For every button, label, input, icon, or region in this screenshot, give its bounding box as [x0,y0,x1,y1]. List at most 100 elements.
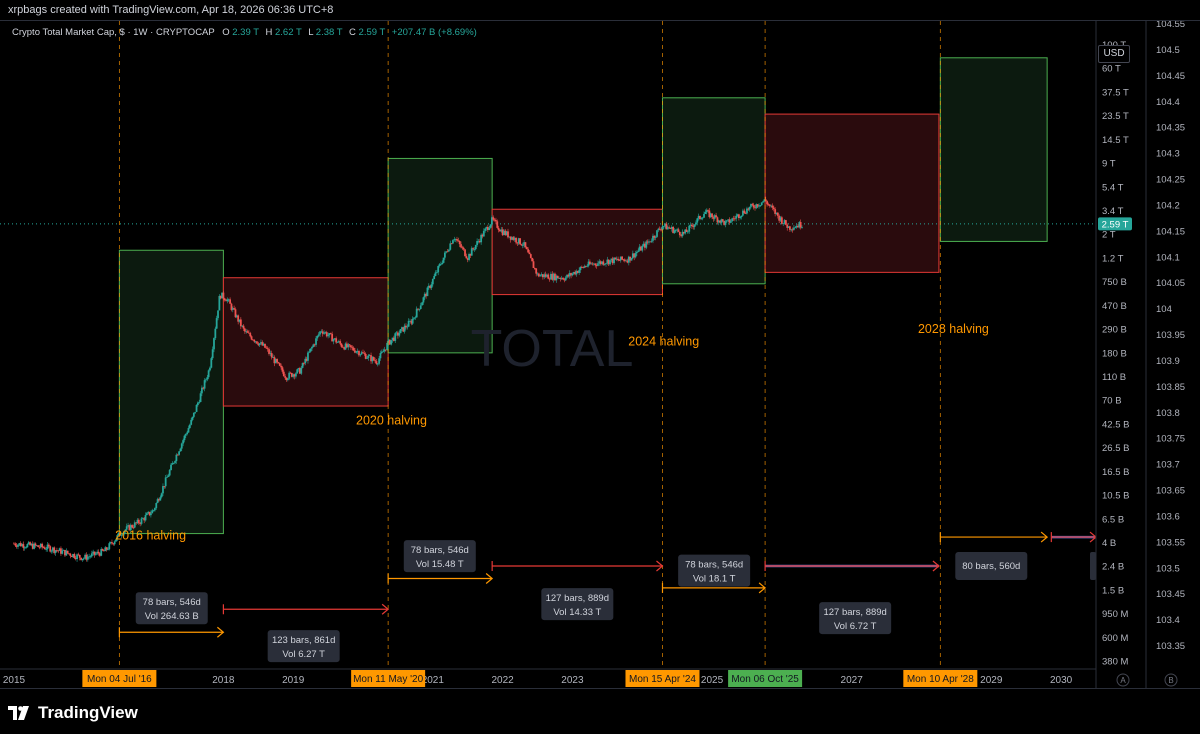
candle-body-423 [580,266,583,268]
candle-body-575 [784,220,787,225]
candle-body-117 [170,464,172,471]
candle-body-293 [406,326,409,328]
date-flag-1[interactable] [351,670,426,687]
candle-body-464 [635,251,638,254]
candle-body-228 [319,331,321,335]
candle-body-185 [261,342,264,346]
candle-body-194 [273,357,276,364]
candle-body-354 [488,227,491,230]
footer: TradingView [0,688,1200,734]
candle-body-506 [692,226,695,228]
date-flag-2[interactable] [625,670,700,687]
candle-body-462 [633,253,636,258]
candle-body-241 [336,342,339,343]
candle-body-529 [723,220,726,225]
green-cycle-box-0[interactable] [118,249,224,535]
candle-body-420 [576,271,579,273]
candle-body-285 [395,332,398,334]
candle-body-294 [407,320,410,327]
candle-body-37 [62,549,65,551]
candle-body-408 [560,277,563,279]
range-arrow-head-4 [758,582,767,594]
candle-body-514 [703,214,705,218]
tradingview-logo[interactable]: TradingView [8,703,138,723]
candle-body-278 [386,342,389,350]
time-axis[interactable]: 2015 2018 2019 2021 2022 2023 2025 2027 2029 2030 [3,675,1073,686]
candle-body-60 [93,551,96,555]
candle-body-287 [398,333,401,336]
auto-scale-button[interactable] [1116,673,1130,687]
left-tick-11: 470 B [1102,301,1127,312]
candle-body-566 [772,207,775,210]
range-label-box-2 [403,540,476,573]
candle-body-16 [34,543,37,546]
candle-body-510 [697,215,700,219]
candle-body-572 [780,217,783,224]
candle-body-81 [121,534,124,536]
candle-body-248 [345,343,348,348]
candle-body-264 [367,355,370,358]
candle-body-256 [356,351,359,352]
candle-body-403 [554,273,556,281]
candle-body-190 [268,349,270,354]
candle-body-209 [293,374,296,377]
time-tick-5: 2023 [561,675,584,686]
candle-body-180 [254,341,257,343]
candle-body-404 [555,275,558,281]
left-price-axis[interactable]: 100 T60 T37.5 T23.5 T14.5 T9 T5.4 T3.4 T… [1102,40,1129,668]
date-flag-4[interactable] [903,670,978,687]
candle-body-12 [29,542,31,546]
candle-body-341 [470,248,473,256]
candle-body-220 [308,351,311,353]
candle-body-189 [266,348,269,350]
candle-body-327 [452,240,454,244]
candle-body-141 [202,387,205,389]
candle-body-382 [525,247,528,250]
candle-body-411 [564,277,567,281]
candle-body-109 [159,497,162,501]
candle-body-558 [762,201,764,203]
candle-body-431 [591,263,594,265]
b-scale-button[interactable] [1164,673,1178,687]
candle-body-526 [719,220,722,223]
price-chart[interactable]: TOTAL 78 bars, 546d Vol 264.63 B 123 bars,… [0,19,1200,689]
green-cycle-box-2[interactable] [387,157,493,354]
candle-body-395 [543,274,546,278]
candle-body-263 [366,357,368,359]
green-cycle-box-4[interactable] [661,97,766,285]
candle-body-377 [519,238,521,245]
candle-body-150 [214,328,217,339]
green-cycle-box-6[interactable] [939,57,1048,242]
candle-body-496 [678,231,681,236]
candle-body-333 [460,244,462,248]
candle-body-331 [457,240,460,242]
candle-body-107 [156,499,159,504]
candle-body-568 [775,212,778,214]
date-flag-0[interactable] [82,670,157,687]
candle-body-580 [791,229,794,231]
chart-area[interactable]: TOTAL 78 bars, 546d Vol 264.63 B 123 bars,… [0,19,1200,689]
candle-body-131 [188,424,191,429]
currency-button[interactable]: USD [1098,45,1130,63]
candle-body-569 [776,212,779,216]
candle-body-166 [235,315,238,318]
candle-body-45 [73,554,76,558]
red-cycle-box-1[interactable] [222,277,389,407]
date-flag-3[interactable] [728,670,803,687]
candle-body-201 [282,371,285,377]
candle-body-41 [68,553,70,555]
candle-body-410 [563,279,566,281]
right-price-axis[interactable]: 104.55 104.5 104.45 104.4 104.35 104.3 104.25 1… [1156,19,1185,652]
red-cycle-box-5[interactable] [764,113,940,273]
candle-body-14 [31,543,34,549]
candle-body-360 [496,221,499,228]
candle-body-428 [587,261,590,266]
candle-body-118 [171,463,174,465]
candle-body-587 [801,227,803,229]
candle-body-39 [65,550,68,556]
candle-body-170 [241,325,244,327]
halving-label-1: 2020 halving [356,413,427,427]
candle-body-289 [401,327,403,330]
range-label-box-1 [267,630,340,663]
candle-body-87 [129,525,132,531]
